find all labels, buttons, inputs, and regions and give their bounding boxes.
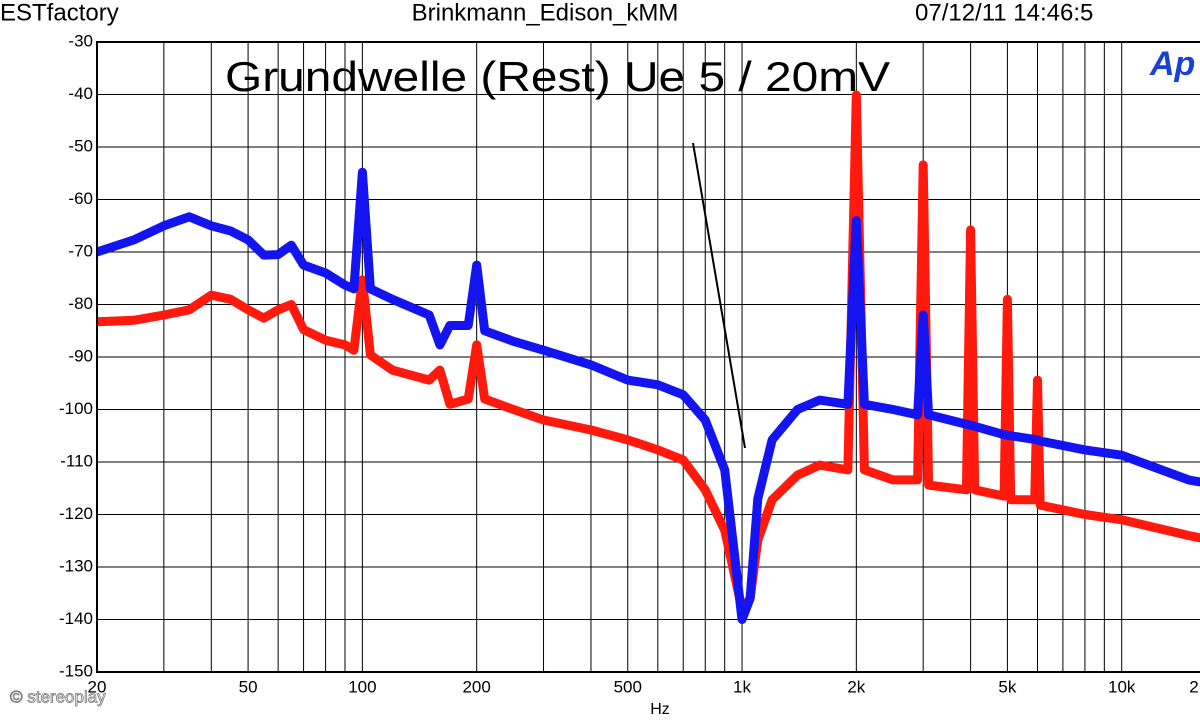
y-tick-label: -50 [68,136,93,155]
chart-title: Grundwelle (Rest) Ue 5 / 20mV [225,53,890,100]
logo: Ap [1149,45,1195,83]
y-tick-label: -110 [60,451,93,470]
x-tick-label: 200 [462,677,490,696]
watermark: © stereoplay [10,687,106,706]
series-line [97,90,1200,614]
x-tick-label: 100 [348,677,376,696]
y-tick-label: -30 [68,31,93,50]
x-tick-label: 5k [998,677,1016,696]
y-tick-label: -80 [68,294,93,313]
grid [96,41,1200,673]
series-line [97,167,1200,624]
x-tick-label: 2k [847,677,865,696]
plot-lines [97,90,1200,624]
y-tick-label: -130 [59,556,93,575]
y-tick-label: -40 [68,84,93,103]
x-axis-label: Hz [650,701,670,718]
y-tick-label: -150 [59,661,93,680]
tick-labels: -30 -40 -50 -60 -70 -80 -90 -100 -110 -120 -130 -14… [59,31,1199,696]
y-tick-label: -140 [59,609,93,628]
x-tick-label: 2 [1189,677,1198,696]
y-tick-label: -60 [68,189,93,208]
x-tick-label: 50 [239,677,258,696]
x-tick-label: 1k [733,677,751,696]
y-tick-label: -120 [59,504,93,523]
x-tick-label: 20 [88,677,107,696]
header-center: Brinkmann_Edison_kMM [412,0,679,26]
x-tick-label: 500 [614,677,642,696]
x-tick-label: 10k [1108,677,1136,696]
header-right: 07/12/11 14:46:5 [915,0,1093,26]
annotation-pointer [692,142,746,449]
y-tick-label: -70 [68,241,93,260]
plot-frame [96,41,1200,673]
y-tick-label: -100 [59,399,93,418]
y-tick-label: -90 [68,346,93,365]
header-left: ESTfactory [0,0,119,26]
